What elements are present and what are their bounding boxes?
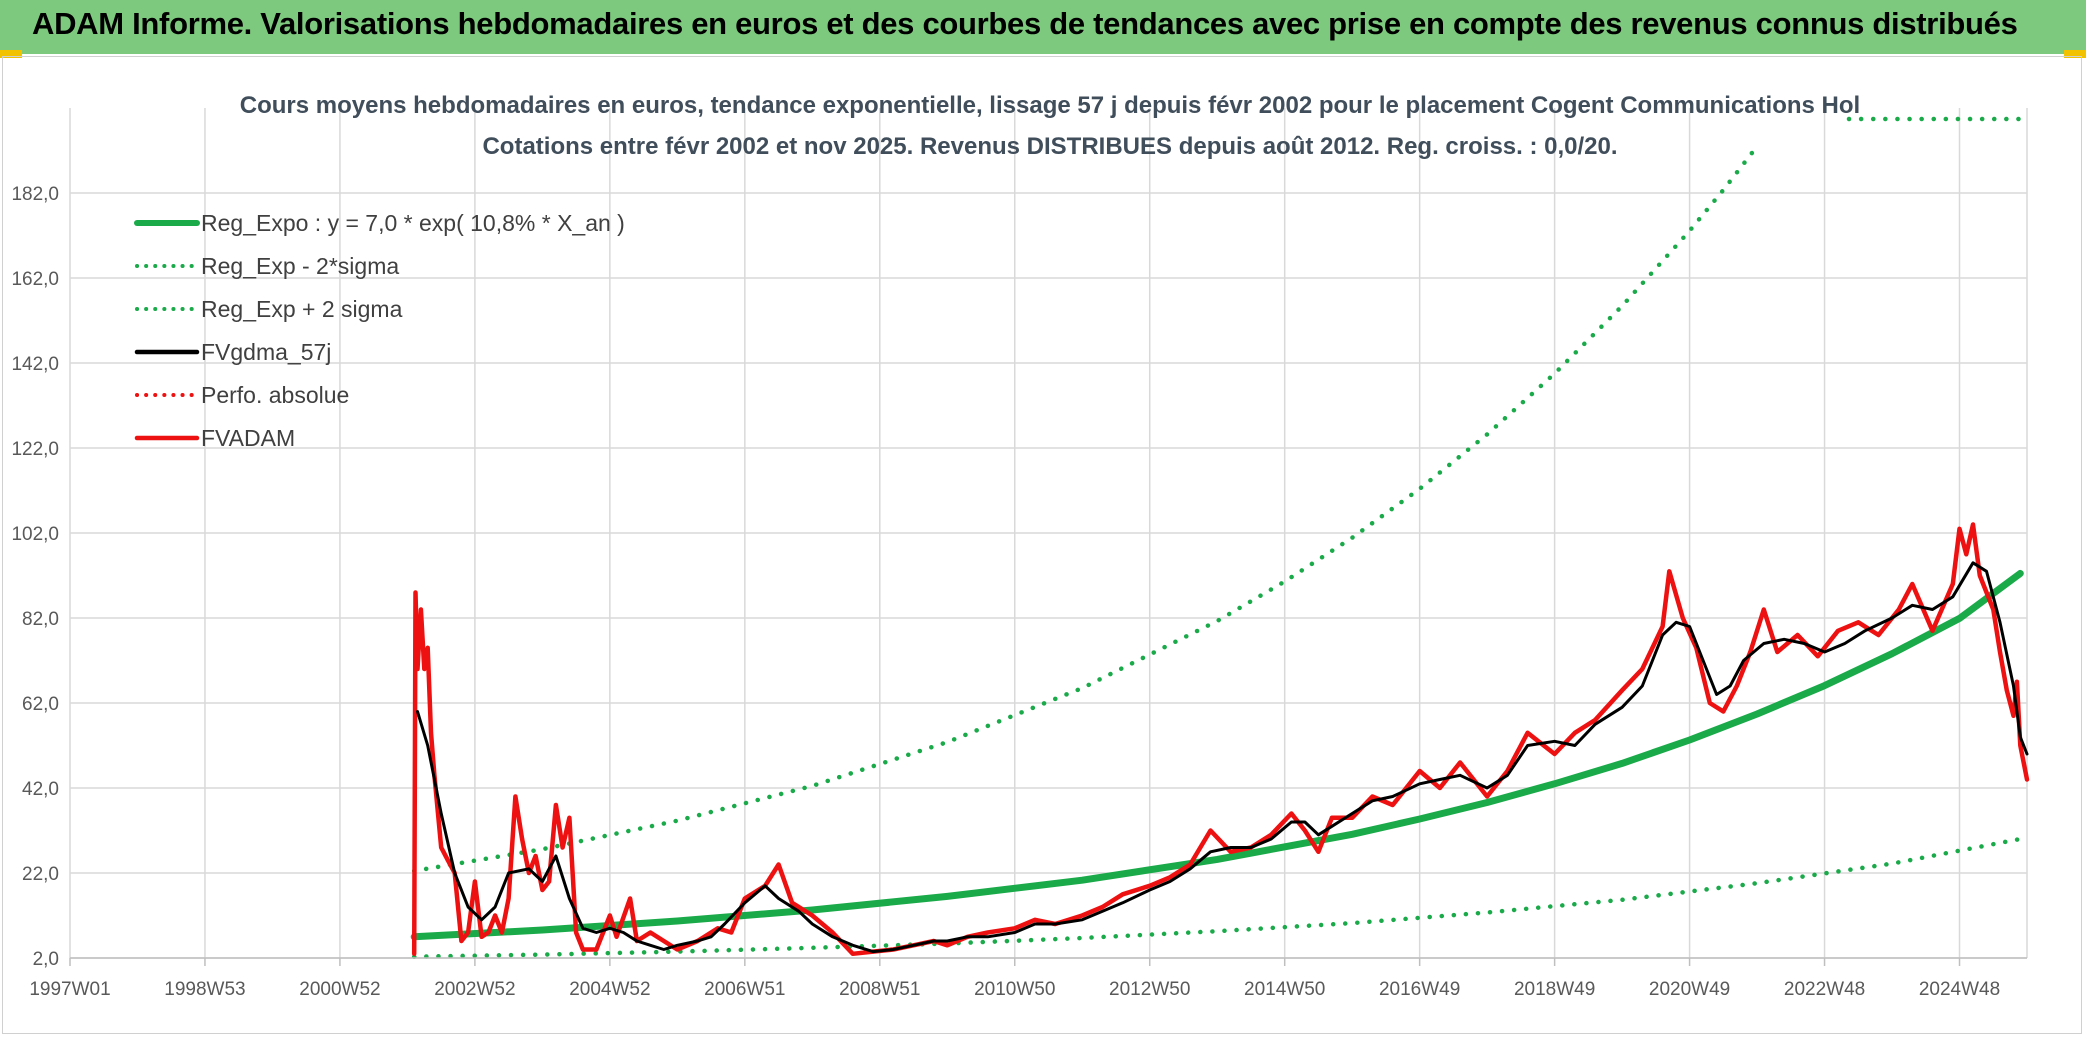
x-tick-label: 2014W50 — [1244, 979, 1325, 1000]
x-tick-label: 2018W49 — [1514, 979, 1595, 1000]
x-tick-label: 2012W50 — [1109, 979, 1190, 1000]
y-tick-label: 82,0 — [22, 609, 59, 630]
x-tick-label: 2022W48 — [1784, 979, 1865, 1000]
report-banner: ADAM Informe. Valorisations hebdomadaire… — [0, 0, 2086, 54]
x-tick-label: 2008W51 — [839, 979, 920, 1000]
x-tick-label: 1998W53 — [164, 979, 245, 1000]
y-tick-label: 102,0 — [11, 524, 59, 545]
y-tick-label: 2,0 — [33, 949, 59, 970]
banner-corner-left — [0, 50, 22, 58]
x-tick-label: 2002W52 — [434, 979, 515, 1000]
series-line-reg-exp-2-sigma — [411, 144, 1760, 874]
legend-label: Perfo. absolue — [201, 382, 349, 408]
x-tick-label: 2004W52 — [569, 979, 650, 1000]
x-tick-label: 2006W51 — [704, 979, 785, 1000]
y-tick-label: 22,0 — [22, 864, 59, 885]
legend-label: Reg_Exp + 2 sigma — [201, 296, 403, 322]
x-tick-label: 2020W49 — [1649, 979, 1730, 1000]
chart-legend: Reg_Expo : y = 7,0 * exp( 10,8% * X_an )… — [134, 210, 625, 451]
x-tick-label: 2000W52 — [299, 979, 380, 1000]
legend-label: FVADAM — [201, 425, 295, 451]
y-tick-label: 122,0 — [11, 439, 59, 460]
legend-label: Reg_Expo : y = 7,0 * exp( 10,8% * X_an ) — [201, 210, 625, 236]
series-line-fvadam — [411, 522, 2030, 957]
x-tick-label: 2016W49 — [1379, 979, 1460, 1000]
legend-label: Reg_Exp - 2*sigma — [201, 253, 399, 279]
y-tick-label: 182,0 — [11, 184, 59, 205]
x-tick-label: 2024W48 — [1919, 979, 2000, 1000]
y-tick-label: 162,0 — [11, 269, 59, 290]
page-title: ADAM Informe. Valorisations hebdomadaire… — [32, 6, 2018, 41]
legend-label: FVgdma_57j — [201, 339, 331, 365]
banner-corner-right — [2064, 50, 2086, 58]
series-layer — [410, 116, 2030, 959]
chart-frame — [2, 56, 2082, 1034]
axes: 2,0 22,0 42,0 62,0 82,0 102,0 122,0 142,0 162,0 1… — [11, 184, 2027, 1000]
series-line-fvgdma-57j — [416, 561, 2029, 954]
y-tick-label: 42,0 — [22, 779, 59, 800]
chart-title: Cours moyens hebdomadaires en euros, ten… — [240, 92, 1860, 119]
series-line-reg-expo-y-7-0-exp-10-8-x-an — [410, 569, 2024, 941]
y-tick-label: 62,0 — [22, 694, 59, 715]
y-tick-label: 142,0 — [11, 354, 59, 375]
chart-subtitle: Cotations entre févr 2002 et nov 2025. R… — [482, 133, 1617, 160]
x-tick-label: 1997W01 — [29, 979, 110, 1000]
x-tick-label: 2010W50 — [974, 979, 1055, 1000]
